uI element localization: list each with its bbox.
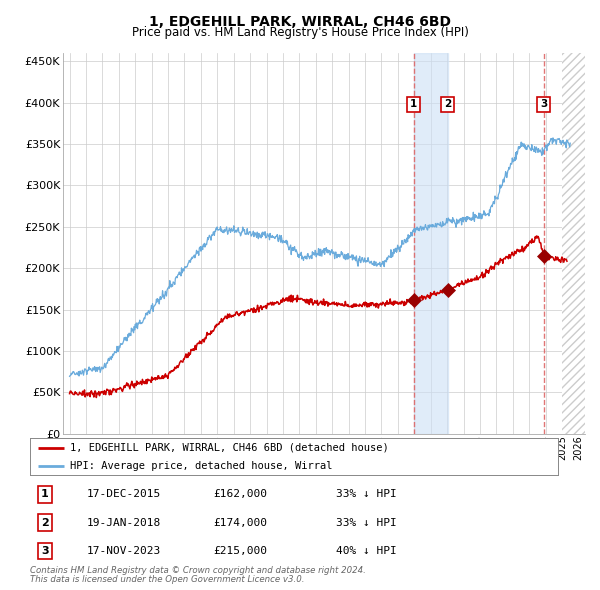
Text: Contains HM Land Registry data © Crown copyright and database right 2024.: Contains HM Land Registry data © Crown c… <box>30 566 366 575</box>
Text: 1: 1 <box>410 100 417 110</box>
Text: 19-JAN-2018: 19-JAN-2018 <box>87 518 161 527</box>
Bar <box>562 53 585 434</box>
Text: 1, EDGEHILL PARK, WIRRAL, CH46 6BD: 1, EDGEHILL PARK, WIRRAL, CH46 6BD <box>149 15 451 30</box>
Text: £174,000: £174,000 <box>213 518 267 527</box>
Text: 17-DEC-2015: 17-DEC-2015 <box>87 490 161 499</box>
Text: £162,000: £162,000 <box>213 490 267 499</box>
Text: 2: 2 <box>41 518 49 527</box>
Text: 3: 3 <box>540 100 547 110</box>
Text: 17-NOV-2023: 17-NOV-2023 <box>87 546 161 556</box>
Text: 33% ↓ HPI: 33% ↓ HPI <box>336 490 397 499</box>
Text: 3: 3 <box>41 546 49 556</box>
Text: 1, EDGEHILL PARK, WIRRAL, CH46 6BD (detached house): 1, EDGEHILL PARK, WIRRAL, CH46 6BD (deta… <box>70 443 388 453</box>
Text: 40% ↓ HPI: 40% ↓ HPI <box>336 546 397 556</box>
Text: HPI: Average price, detached house, Wirral: HPI: Average price, detached house, Wirr… <box>70 461 332 471</box>
Bar <box>413 53 448 434</box>
Text: 2: 2 <box>445 100 452 110</box>
Text: 1: 1 <box>41 490 49 499</box>
Text: £215,000: £215,000 <box>213 546 267 556</box>
Text: This data is licensed under the Open Government Licence v3.0.: This data is licensed under the Open Gov… <box>30 575 305 584</box>
Text: 33% ↓ HPI: 33% ↓ HPI <box>336 518 397 527</box>
Text: Price paid vs. HM Land Registry's House Price Index (HPI): Price paid vs. HM Land Registry's House … <box>131 26 469 39</box>
Bar <box>562 53 585 434</box>
